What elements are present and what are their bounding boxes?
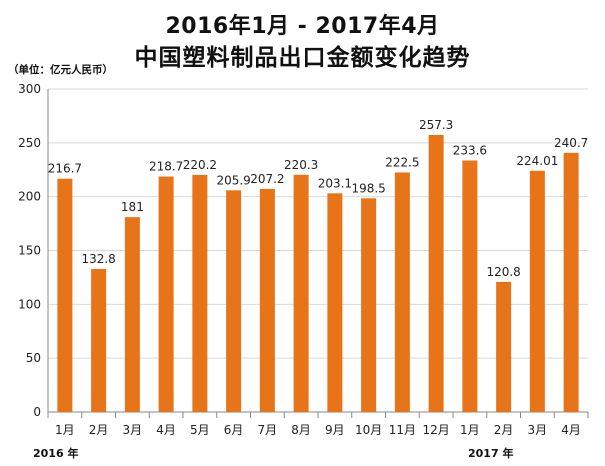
y-tick-label: 150 (18, 244, 41, 258)
bar (124, 217, 140, 412)
y-tick-label: 300 (18, 82, 41, 96)
data-label: 233.6 (453, 143, 487, 157)
y-tick-label: 200 (18, 190, 41, 204)
x-tick-label: 5月 (190, 423, 210, 437)
y-tick-label: 250 (18, 136, 41, 150)
bar (496, 281, 512, 412)
data-label: 220.2 (183, 158, 217, 172)
bar (192, 174, 208, 412)
x-tick-label: 2月 (89, 423, 109, 437)
data-label: 220.3 (284, 158, 318, 172)
x-tick-label: 3月 (528, 423, 548, 437)
data-label: 207.2 (250, 172, 284, 186)
bar (327, 193, 343, 412)
bar (394, 172, 410, 412)
x-tick-label: 8月 (291, 423, 311, 437)
x-tick-label: 7月 (258, 423, 278, 437)
year-label-2017: 2017 年 (468, 447, 514, 460)
x-tick-label: 10月 (355, 423, 382, 437)
bar (462, 160, 478, 412)
data-label: 222.5 (385, 155, 419, 169)
chart-title-line2: 中国塑料制品出口金额变化趋势 (134, 45, 471, 71)
chart-title-line1: 2016年1月 - 2017年4月 (165, 14, 440, 39)
bar (529, 170, 545, 412)
data-label: 218.7 (149, 160, 183, 174)
data-label: 224.01 (516, 154, 558, 168)
bar (428, 134, 444, 412)
x-tick-label: 9月 (325, 423, 345, 437)
data-label: 216.7 (48, 162, 82, 176)
bar (293, 174, 309, 412)
y-tick-label: 50 (26, 351, 41, 365)
data-label: 120.8 (486, 265, 520, 279)
x-tick-label: 11月 (389, 423, 416, 437)
y-tick-label: 100 (18, 297, 41, 311)
x-tick-label: 3月 (123, 423, 143, 437)
bar (91, 269, 107, 412)
year-label-2016: 2016 年 (33, 447, 79, 460)
data-label: 132.8 (81, 252, 115, 266)
x-tick-label: 6月 (224, 423, 244, 437)
bar (226, 190, 242, 412)
bar (259, 188, 275, 412)
x-tick-label: 4月 (561, 423, 581, 437)
bar (361, 198, 377, 412)
data-label: 181 (121, 200, 144, 214)
bar (57, 178, 73, 412)
data-label: 240.7 (554, 136, 588, 150)
data-label: 205.9 (216, 173, 250, 187)
data-label: 203.1 (318, 176, 352, 190)
data-label: 198.5 (351, 181, 385, 195)
data-label: 257.3 (419, 118, 453, 132)
bar (563, 152, 579, 413)
x-tick-label: 12月 (422, 423, 449, 437)
unit-label: （单位：亿元人民币） (8, 64, 113, 76)
x-tick-label: 1月 (55, 423, 75, 437)
x-tick-label: 4月 (156, 423, 176, 437)
bar (158, 176, 174, 412)
x-tick-label: 2月 (494, 423, 514, 437)
x-tick-label: 1月 (460, 423, 480, 437)
y-tick-label: 0 (33, 405, 41, 419)
